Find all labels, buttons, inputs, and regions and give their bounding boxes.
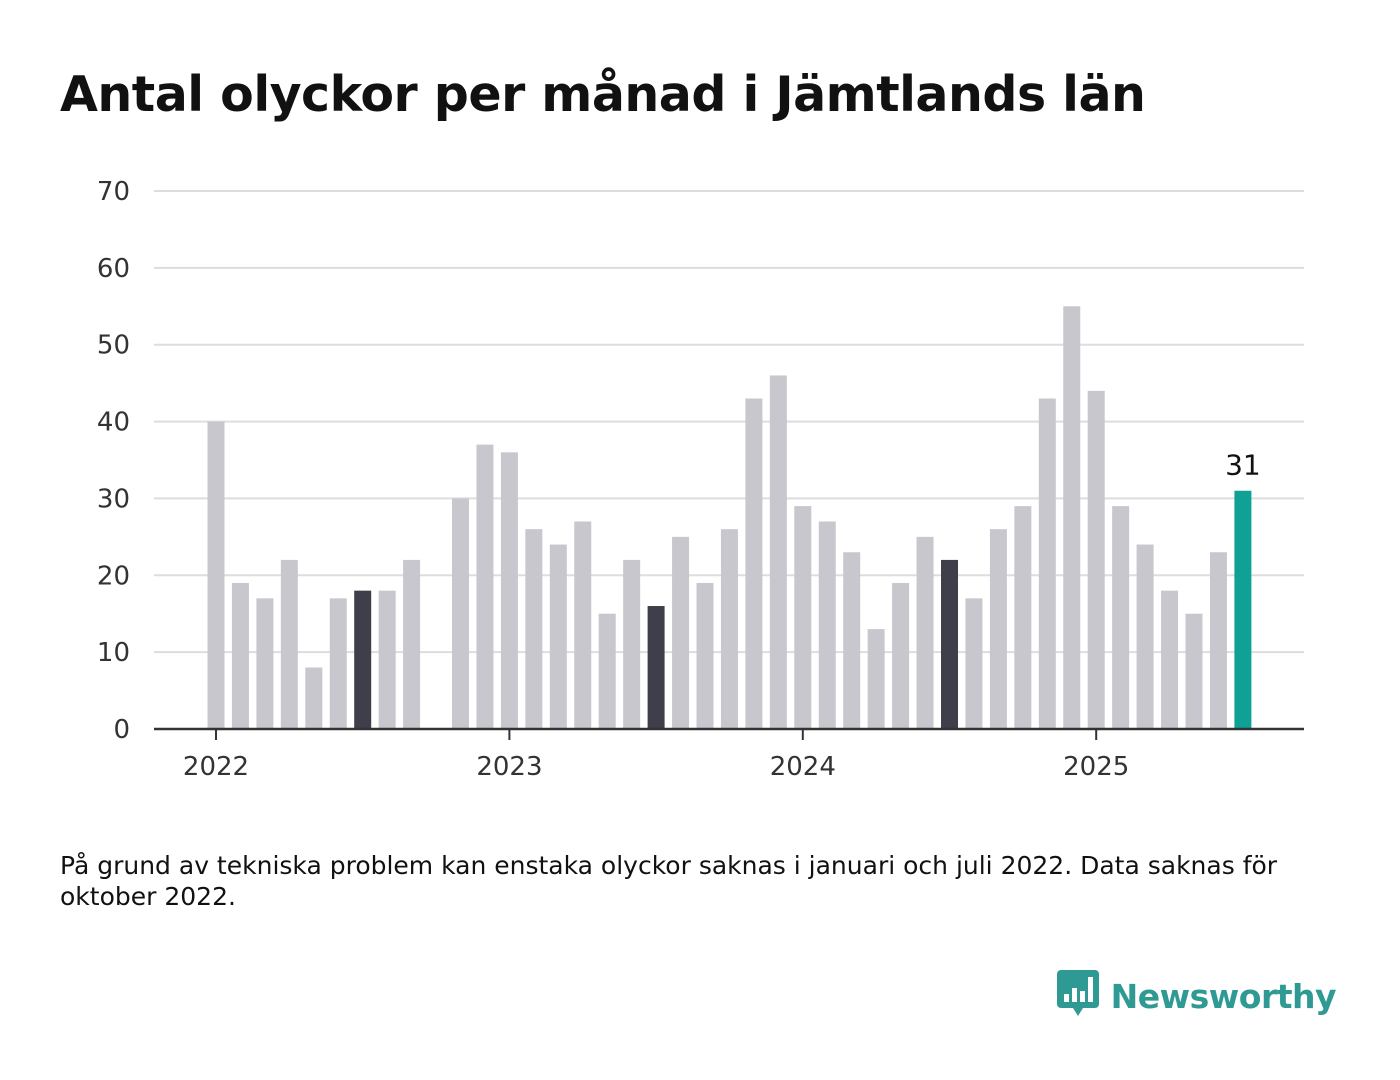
- bar-2022-06[interactable]: [329, 598, 347, 729]
- bar-2022-07[interactable]: [354, 590, 372, 729]
- newsworthy-logo-icon: [1056, 970, 1099, 1022]
- bar-2024-02[interactable]: [818, 521, 836, 729]
- data-labels: 31: [1225, 449, 1261, 482]
- bar-2022-09[interactable]: [403, 559, 421, 729]
- y-tick-label: 30: [97, 484, 130, 514]
- chart-title: Antal olyckor per månad i Jämtlands län: [60, 66, 1146, 123]
- bar-2024-04[interactable]: [867, 629, 885, 729]
- bar-2022-11[interactable]: [452, 498, 469, 729]
- bar-2023-01[interactable]: [500, 452, 518, 729]
- bar-2023-04[interactable]: [574, 521, 592, 729]
- bar-2025-02[interactable]: [1112, 506, 1130, 729]
- newsworthy-brand[interactable]: Newsworthy: [1056, 970, 1337, 1022]
- bars: [207, 306, 1252, 729]
- y-tick-label: 60: [97, 254, 130, 284]
- x-axis: 2022 2023 2024 2025: [154, 727, 1304, 782]
- bar-2022-05[interactable]: [305, 667, 323, 729]
- y-tick-label: 70: [97, 177, 130, 207]
- y-tick-label: 10: [97, 638, 130, 668]
- bar-2024-11[interactable]: [1038, 398, 1056, 729]
- y-tick-label: 20: [97, 561, 130, 591]
- bar-2025-03[interactable]: [1136, 544, 1154, 729]
- bar-2025-07[interactable]: [1234, 490, 1252, 729]
- bar-2022-04[interactable]: [280, 559, 298, 729]
- bar-2023-08[interactable]: [672, 536, 690, 729]
- bar-2022-01[interactable]: [207, 421, 225, 729]
- x-tick-label: 2025: [1063, 752, 1129, 782]
- bar-2023-09[interactable]: [696, 582, 714, 729]
- bar-2024-06[interactable]: [916, 536, 934, 729]
- bar-2025-05[interactable]: [1185, 613, 1203, 729]
- brand-name: Newsworthy: [1110, 976, 1337, 1016]
- bar-2024-10[interactable]: [1014, 506, 1032, 729]
- bar-2024-12[interactable]: [1063, 306, 1081, 729]
- bar-2024-07[interactable]: [941, 559, 958, 729]
- bar-2022-03[interactable]: [256, 598, 274, 729]
- bar-2023-11[interactable]: [745, 398, 763, 729]
- bar-2023-07[interactable]: [647, 606, 665, 729]
- x-tick-label: 2024: [770, 752, 836, 782]
- data-label: 31: [1225, 449, 1261, 482]
- bar-chart: 0 10 20 30 40 50 60 70 2022 2023 2024 2025 31: [97, 177, 1304, 782]
- bar-2024-01[interactable]: [794, 506, 812, 729]
- y-tick-label: 0: [113, 715, 130, 745]
- bar-2023-10[interactable]: [720, 529, 738, 729]
- bar-2023-12[interactable]: [769, 375, 787, 729]
- bar-2024-09[interactable]: [989, 529, 1007, 729]
- bar-2025-01[interactable]: [1087, 390, 1105, 729]
- y-tick-label: 40: [97, 408, 130, 438]
- bar-2025-06[interactable]: [1209, 552, 1227, 729]
- bar-2023-02[interactable]: [525, 529, 543, 729]
- bar-2023-06[interactable]: [623, 559, 641, 729]
- bar-2024-05[interactable]: [892, 582, 910, 729]
- x-tick-label: 2023: [476, 752, 542, 782]
- bar-2025-04[interactable]: [1161, 590, 1179, 729]
- bar-2023-03[interactable]: [549, 544, 567, 729]
- bar-2022-08[interactable]: [378, 590, 396, 729]
- bar-2024-08[interactable]: [965, 598, 983, 729]
- bar-2022-12[interactable]: [476, 444, 494, 729]
- y-tick-label: 50: [97, 331, 130, 361]
- footnote: På grund av tekniska problem kan enstaka…: [60, 851, 1278, 911]
- bar-2023-05[interactable]: [598, 613, 616, 729]
- bar-2024-03[interactable]: [843, 552, 861, 729]
- y-tick-labels: 0 10 20 30 40 50 60 70: [97, 177, 130, 745]
- x-tick-label: 2022: [183, 752, 249, 782]
- bar-2022-02[interactable]: [231, 582, 249, 729]
